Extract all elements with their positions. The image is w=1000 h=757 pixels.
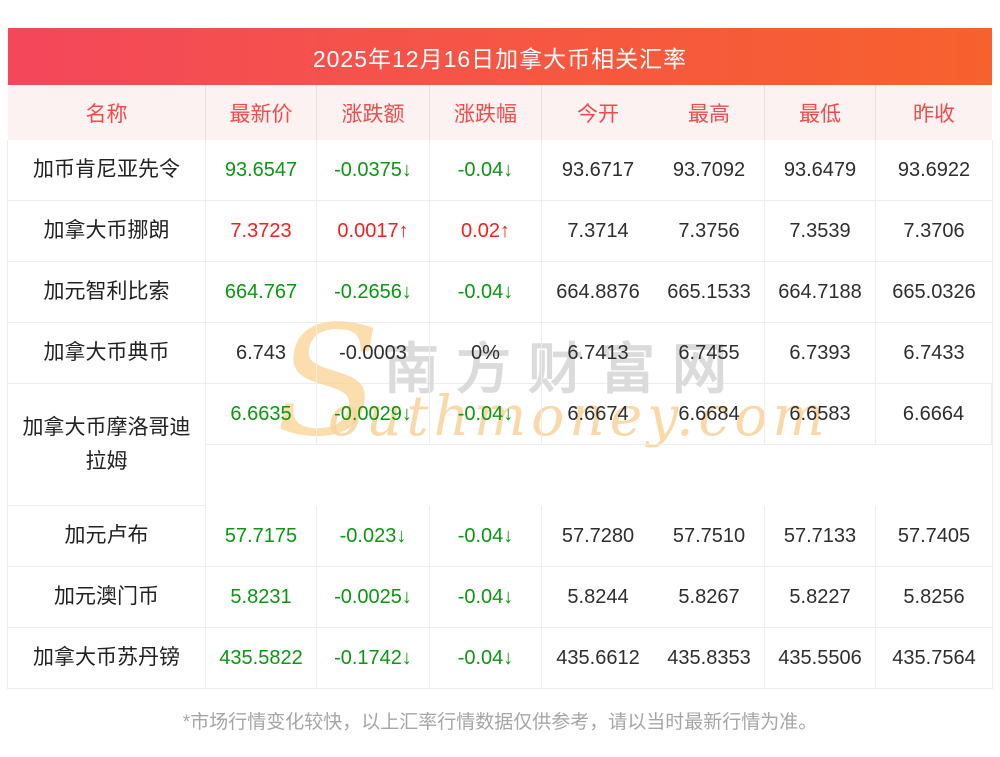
cell-open: 435.6612 bbox=[556, 646, 640, 669]
column-header-latest: 最新价 bbox=[206, 85, 317, 140]
rate-table-card: 2025年12月16日加拿大币相关汇率 名称 最新价 涨跌额 涨跌幅 今开 最高… bbox=[8, 28, 992, 689]
cell-prev-close: 6.6664 bbox=[876, 384, 992, 445]
cell-latest-price: 6.6635 bbox=[206, 384, 317, 445]
cell-latest-price: 93.6547 bbox=[206, 140, 317, 200]
column-header-change-pct: 涨跌幅 bbox=[430, 85, 542, 140]
cell-latest-price: 664.767 bbox=[206, 262, 317, 322]
table-title-bar: 2025年12月16日加拿大币相关汇率 bbox=[8, 28, 992, 85]
cell-prev-close: 7.3706 bbox=[903, 219, 965, 242]
cell-latest-price: 57.7175 bbox=[206, 506, 317, 566]
disclaimer-text: *市场行情变化较快，以上汇率行情数据仅供参考，请以当时最新行情为准。 bbox=[182, 712, 818, 733]
cell-change-amount: -0.0003 bbox=[317, 323, 430, 383]
cell-high: 435.8353 bbox=[654, 628, 765, 688]
cell-change-amount: -0.1742↓ bbox=[317, 628, 430, 688]
cell-open: 6.7413 bbox=[567, 341, 629, 364]
cell-high: 5.8267 bbox=[654, 567, 765, 627]
cell-currency-name: 加元智利比索 bbox=[8, 262, 206, 322]
cell-currency-name: 加拿大币苏丹镑 bbox=[8, 628, 206, 688]
cell-change-percent: -0.04↓ bbox=[430, 567, 542, 627]
cell-open: 57.7280 bbox=[561, 524, 635, 547]
cell-prev-close: 5.8256 bbox=[903, 585, 965, 608]
cell-low: 664.7188 bbox=[765, 262, 876, 322]
cell-open: 6.6674 bbox=[542, 384, 654, 445]
cell-change-amount: -0.0375↓ bbox=[317, 140, 430, 200]
cell-prev-close: 57.7405 bbox=[897, 524, 971, 547]
table-row: 加拿大币苏丹镑 435.5822 -0.1742↓ -0.04↓ 435.661… bbox=[8, 628, 992, 689]
cell-low: 435.5506 bbox=[765, 628, 876, 688]
column-header-name: 名称 bbox=[8, 85, 206, 140]
cell-change-percent: -0.04↓ bbox=[430, 262, 542, 322]
cell-currency-name: 加拿大币典币 bbox=[8, 323, 206, 383]
cell-open: 93.6717 bbox=[561, 158, 635, 181]
table-row: 加拿大币挪朗 7.3723 0.0017↑ 0.02↑ 7.3714 7.375… bbox=[8, 201, 992, 262]
cell-change-amount: -0.2656↓ bbox=[317, 262, 430, 322]
cell-low: 93.6479 bbox=[765, 140, 876, 200]
table-header-row: 名称 最新价 涨跌额 涨跌幅 今开 最高 最低 昨收 bbox=[8, 85, 992, 140]
column-header-low: 最低 bbox=[765, 85, 876, 140]
cell-prev-close: 6.7433 bbox=[903, 341, 965, 364]
cell-high: 6.6684 bbox=[654, 384, 765, 445]
table-row: 加元澳门币 5.8231 -0.0025↓ -0.04↓ 5.8244 5.82… bbox=[8, 567, 992, 628]
cell-high: 57.7510 bbox=[654, 506, 765, 566]
cell-currency-name: 加拿大币摩洛哥迪拉姆 bbox=[8, 384, 206, 506]
cell-high: 7.3756 bbox=[654, 201, 765, 261]
cell-change-percent: 0% bbox=[430, 323, 542, 383]
cell-latest-price: 435.5822 bbox=[206, 628, 317, 688]
cell-change-amount: -0.0029↓ bbox=[317, 384, 430, 445]
page: 2025年12月16日加拿大币相关汇率 名称 最新价 涨跌额 涨跌幅 今开 最高… bbox=[8, 28, 992, 733]
cell-low: 5.8227 bbox=[765, 567, 876, 627]
cell-change-percent: -0.04↓ bbox=[430, 384, 542, 445]
empty-cell bbox=[206, 445, 992, 506]
cell-latest-price: 6.743 bbox=[206, 323, 317, 383]
cell-low: 7.3539 bbox=[765, 201, 876, 261]
table-row: 加拿大币典币 6.743 -0.0003 0% 6.7413 6.7455 6.… bbox=[8, 323, 992, 384]
cell-latest-price: 5.8231 bbox=[206, 567, 317, 627]
column-header-open: 今开 bbox=[577, 102, 619, 126]
cell-low: 6.6583 bbox=[765, 384, 876, 445]
cell-currency-name: 加元澳门币 bbox=[8, 567, 206, 627]
cell-prev-close: 93.6922 bbox=[897, 158, 971, 181]
cell-change-percent: -0.04↓ bbox=[430, 140, 542, 200]
cell-prev-close: 665.0326 bbox=[892, 280, 976, 303]
table-row: 加币肯尼亚先令 93.6547 -0.0375↓ -0.04↓ 93.6717 … bbox=[8, 140, 992, 201]
cell-low: 57.7133 bbox=[765, 506, 876, 566]
cell-open: 664.8876 bbox=[556, 280, 640, 303]
table-title: 2025年12月16日加拿大币相关汇率 bbox=[312, 45, 688, 72]
cell-latest-price: 7.3723 bbox=[206, 201, 317, 261]
column-header-prev-close: 昨收 bbox=[913, 102, 955, 126]
cell-change-amount: 0.0017↑ bbox=[317, 201, 430, 261]
cell-prev-close: 435.7564 bbox=[892, 646, 976, 669]
cell-change-amount: -0.023↓ bbox=[317, 506, 430, 566]
cell-change-percent: -0.04↓ bbox=[430, 506, 542, 566]
column-header-change: 涨跌额 bbox=[317, 85, 430, 140]
cell-open: 7.3714 bbox=[567, 219, 629, 242]
cell-currency-name: 加币肯尼亚先令 bbox=[8, 140, 206, 200]
column-header-high: 最高 bbox=[654, 85, 765, 140]
table-body: S 南方财富网 outhmoney.com 加币肯尼亚先令 93.6547 -0… bbox=[8, 140, 992, 689]
cell-change-percent: -0.04↓ bbox=[430, 628, 542, 688]
cell-low: 6.7393 bbox=[765, 323, 876, 383]
table-row: 加拿大币摩洛哥迪拉姆 6.6635 -0.0029↓ -0.04↓ 6.6674… bbox=[8, 384, 992, 506]
cell-currency-name: 加元卢布 bbox=[8, 506, 206, 566]
table-row: 加元卢布 57.7175 -0.023↓ -0.04↓ 57.7280 57.7… bbox=[8, 506, 992, 567]
cell-high: 6.7455 bbox=[654, 323, 765, 383]
cell-change-amount: -0.0025↓ bbox=[317, 567, 430, 627]
table-row: 加元智利比索 664.767 -0.2656↓ -0.04↓ 664.8876 … bbox=[8, 262, 992, 323]
cell-high: 93.7092 bbox=[654, 140, 765, 200]
cell-currency-name: 加拿大币挪朗 bbox=[8, 201, 206, 261]
cell-open: 5.8244 bbox=[567, 585, 629, 608]
cell-high: 665.1533 bbox=[654, 262, 765, 322]
cell-change-percent: 0.02↑ bbox=[430, 201, 542, 261]
